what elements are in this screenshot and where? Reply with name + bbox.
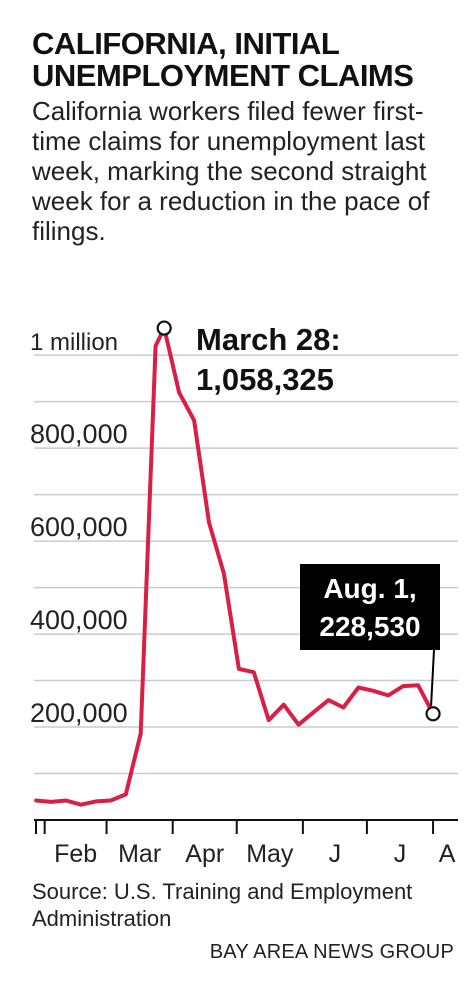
y-tick-label: 1 million: [30, 329, 118, 356]
chart-title-line-2: UNEMPLOYMENT CLAIMS: [32, 58, 414, 93]
highlight-point-marker: [156, 320, 172, 336]
x-tick-label: J: [394, 840, 407, 868]
latest-annotation-line-1: Aug. 1,: [323, 573, 416, 604]
callout-leader-line: [430, 649, 435, 706]
y-tick-label: 600,000: [30, 512, 128, 542]
x-tick-label: May: [246, 840, 294, 868]
y-axis-labels: 200,000 400,000 600,000 800,000 1 million: [30, 329, 128, 728]
y-tick-label: 800,000: [30, 419, 128, 449]
series-line: [34, 326, 436, 807]
source-note: Source: U.S. Training and Employment Adm…: [32, 879, 413, 931]
latest-annotation-line-2: 228,530: [319, 611, 420, 642]
chart-subtitle: California workers filed fewer first-tim…: [32, 96, 430, 246]
x-tick-label: J: [329, 840, 342, 868]
annotations: March 28: 1,058,325 Aug. 1, 228,530: [156, 320, 441, 722]
credit-line: BAY AREA NEWS GROUP: [209, 941, 454, 963]
x-tick-label: Apr: [185, 840, 224, 868]
chart-title: CALIFORNIA, INITIAL UNEMPLOYMENT CLAIMS: [32, 28, 464, 92]
peak-annotation-line-1: March 28:: [196, 322, 341, 357]
latest-callout-box: [300, 564, 440, 650]
series-line-group: [34, 326, 436, 807]
highlight-point-marker: [425, 706, 441, 722]
chart-title-line-1: CALIFORNIA, INITIAL: [32, 26, 340, 61]
x-axis: Feb Mar Apr May J J A: [34, 819, 458, 868]
x-tick-label: Mar: [118, 840, 161, 868]
y-tick-label: 400,000: [30, 605, 128, 635]
line-chart: 200,000 400,000 600,000 800,000 1 million Fe…: [30, 320, 458, 868]
gridlines: [34, 354, 458, 775]
y-tick-label: 200,000: [30, 698, 128, 728]
x-tick-label: A: [439, 840, 456, 868]
x-tick-label: Feb: [54, 840, 97, 868]
peak-annotation-line-2: 1,058,325: [196, 362, 334, 397]
